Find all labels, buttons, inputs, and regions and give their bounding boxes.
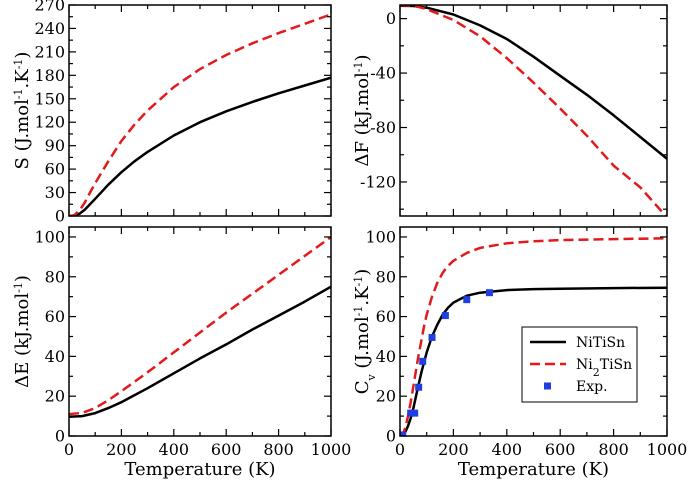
y-tick-label: -80 xyxy=(370,118,396,137)
label-part: -1 xyxy=(352,276,365,287)
x-tick-label: 600 xyxy=(545,440,576,459)
y-axis-title: ΔF (kJ.mol-1) xyxy=(352,54,374,166)
y-tick-label: 80 xyxy=(376,267,396,286)
series-line-ni2tisn xyxy=(400,5,667,216)
label-part: (J.mol xyxy=(352,316,373,374)
series-line-nitisn xyxy=(69,76,331,216)
exp-data-point xyxy=(463,296,471,304)
exp-data-point xyxy=(400,431,407,436)
legend-box xyxy=(521,326,638,403)
y-tick-label: 0 xyxy=(55,427,65,446)
legend-label: Ni2TiSn xyxy=(576,357,632,379)
y-axis-title: Cv (J.mol-1.K-1) xyxy=(352,269,378,395)
series-line-ni2tisn xyxy=(400,237,667,436)
x-tick-label: 1000 xyxy=(647,440,688,459)
series-line-nitisn xyxy=(69,285,331,418)
x-tick-label: 0 xyxy=(395,440,405,459)
y-tick-label: 180 xyxy=(34,66,65,85)
label-part: ΔE (kJ.mol xyxy=(12,293,33,388)
label-part: ΔF (kJ.mol xyxy=(352,72,373,167)
y-tick-label: 0 xyxy=(55,207,65,226)
x-tick-label: 800 xyxy=(263,440,294,459)
panel-internal-energy: 0 200 400 600 800 1000 0 20 40 60 80 100 ΔE (kJ.mol-… xyxy=(12,226,352,480)
y-tick-label: 100 xyxy=(365,227,396,246)
label-part: -1 xyxy=(352,306,365,317)
y-tick-label: 0 xyxy=(386,9,396,28)
exp-data-point xyxy=(441,312,449,320)
exp-data-point xyxy=(415,383,423,391)
x-tick-label: 400 xyxy=(159,440,190,459)
panel-free-energy: 0 -40 -80 -120 ΔF (kJ.mol-1) xyxy=(352,4,668,217)
x-tick-label: 400 xyxy=(492,440,523,459)
y-tick-label: -40 xyxy=(370,64,396,83)
y-tick-label: -120 xyxy=(360,172,396,191)
legend-swatch xyxy=(544,382,551,390)
y-tick-label: 210 xyxy=(34,42,65,61)
y-tick-label: 150 xyxy=(34,89,65,108)
label-part: v xyxy=(365,374,378,382)
label-part: 2 xyxy=(593,366,600,379)
label-part: ) xyxy=(12,52,33,59)
y-tick-label: 100 xyxy=(34,227,65,246)
label-part: -1 xyxy=(352,61,365,72)
exp-data-point xyxy=(428,333,436,341)
label-part: Exp. xyxy=(576,379,608,395)
y-tick-label: 40 xyxy=(45,347,65,366)
series-line-ni2tisn xyxy=(69,13,331,216)
label-part: ) xyxy=(12,275,33,282)
x-tick-label: 200 xyxy=(438,440,469,459)
x-tick-label: 600 xyxy=(211,440,242,459)
label-part: Ni xyxy=(576,357,593,373)
label-part: ) xyxy=(352,54,373,61)
label-part: NiTiSn xyxy=(576,335,625,351)
label-part: -1 xyxy=(12,282,25,293)
y-tick-label: 20 xyxy=(45,387,65,406)
label-part: .K xyxy=(12,69,33,89)
y-tick-label: 40 xyxy=(376,347,396,366)
x-tick-label: 0 xyxy=(64,440,74,459)
x-axis-title: Temperature (K) xyxy=(124,459,275,480)
label-part: -1 xyxy=(12,59,25,70)
x-tick-label: 800 xyxy=(598,440,629,459)
y-tick-label: 30 xyxy=(45,183,65,202)
exp-data-point xyxy=(419,357,427,365)
y-tick-label: 20 xyxy=(376,387,396,406)
label-part: C xyxy=(352,381,373,395)
y-tick-label: 0 xyxy=(386,427,396,446)
y-tick-label: 120 xyxy=(34,113,65,132)
x-axis-title: Temperature (K) xyxy=(458,459,609,480)
series-line-ni2tisn xyxy=(69,235,331,416)
label-part: TiSn xyxy=(600,357,632,373)
exp-data-point xyxy=(485,289,493,297)
y-tick-label: 240 xyxy=(34,19,65,38)
y-tick-label: 60 xyxy=(45,307,65,326)
exp-data-point xyxy=(411,409,419,417)
y-axis-title: ΔE (kJ.mol-1) xyxy=(12,275,34,388)
y-tick-label: 80 xyxy=(45,267,65,286)
y-axis-title: S (J.mol-1.K-1) xyxy=(12,52,34,170)
label-part: .K xyxy=(352,286,373,306)
exp-data-point xyxy=(407,409,415,417)
x-tick-label: 1000 xyxy=(311,440,352,459)
legend-label: NiTiSn xyxy=(576,335,625,351)
label-part: ) xyxy=(352,269,373,276)
y-tick-label: 60 xyxy=(45,160,65,179)
y-tick-label: 90 xyxy=(45,136,65,155)
label-part: -1 xyxy=(12,88,25,99)
x-tick-label: 200 xyxy=(106,440,137,459)
y-tick-label: 270 xyxy=(34,0,65,15)
legend-label: Exp. xyxy=(576,379,608,395)
label-part: S (J.mol xyxy=(12,99,33,170)
y-tick-label: 60 xyxy=(376,307,396,326)
